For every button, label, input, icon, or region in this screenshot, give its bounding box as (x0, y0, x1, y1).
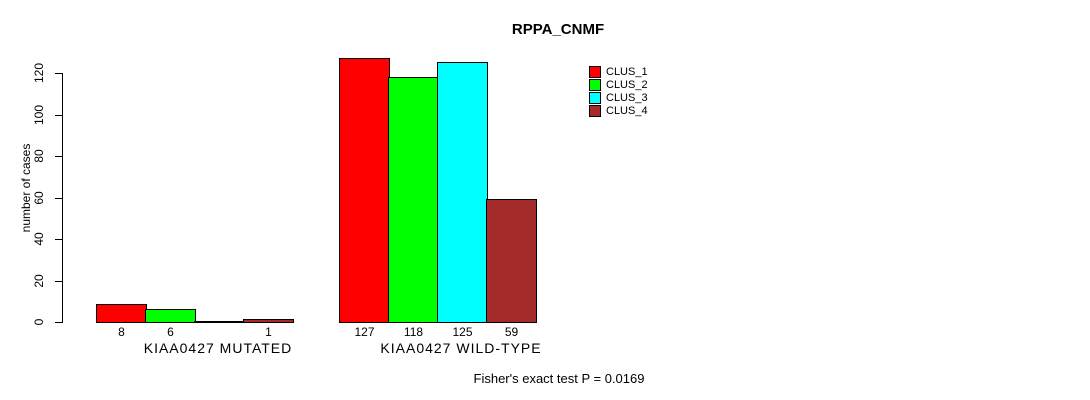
fisher-test-annotation: Fisher's exact test P = 0.0169 (473, 371, 645, 386)
y-axis-tick (55, 198, 62, 199)
y-axis-tick-label: 20 (32, 274, 46, 288)
y-axis-tick (55, 322, 62, 323)
y-axis-tick-label: 0 (32, 318, 46, 326)
y-axis-tick (55, 281, 62, 282)
bar-clus_3-2 (437, 62, 488, 323)
x-group-label: KIAA0427 WILD-TYPE (380, 340, 542, 356)
chart-title: RPPA_CNMF (511, 21, 605, 38)
bar-value-label: 118 (403, 325, 424, 339)
bar-clus_4-1 (243, 319, 294, 323)
y-axis-tick (55, 239, 62, 240)
bar-clus_2-2 (388, 77, 439, 323)
bar-clus_4-2 (486, 199, 537, 323)
y-axis-tick-label: 100 (32, 104, 46, 126)
bar-clus_3-1-zero (194, 321, 245, 323)
y-axis-tick (55, 73, 62, 74)
bar-value-label: 125 (452, 325, 473, 339)
y-axis-tick-label: 120 (32, 62, 46, 84)
y-axis-tick-label: 80 (32, 149, 46, 163)
y-axis-line (62, 73, 63, 323)
x-group-label: KIAA0427 MUTATED (143, 340, 293, 356)
bar-value-label: 8 (118, 325, 125, 339)
y-axis-tick-label: 60 (32, 191, 46, 205)
bar-value-label: 59 (504, 325, 519, 339)
bar-clus_1-1 (96, 304, 147, 323)
y-axis-tick-label: 40 (32, 232, 46, 246)
y-axis-tick (55, 115, 62, 116)
bar-value-label: 127 (354, 325, 375, 339)
bar-value-label: 6 (167, 325, 174, 339)
y-axis-tick (55, 156, 62, 157)
bar-clus_1-2 (339, 58, 390, 323)
bar-value-label: 1 (265, 325, 272, 339)
bar-clus_2-1 (145, 309, 196, 323)
